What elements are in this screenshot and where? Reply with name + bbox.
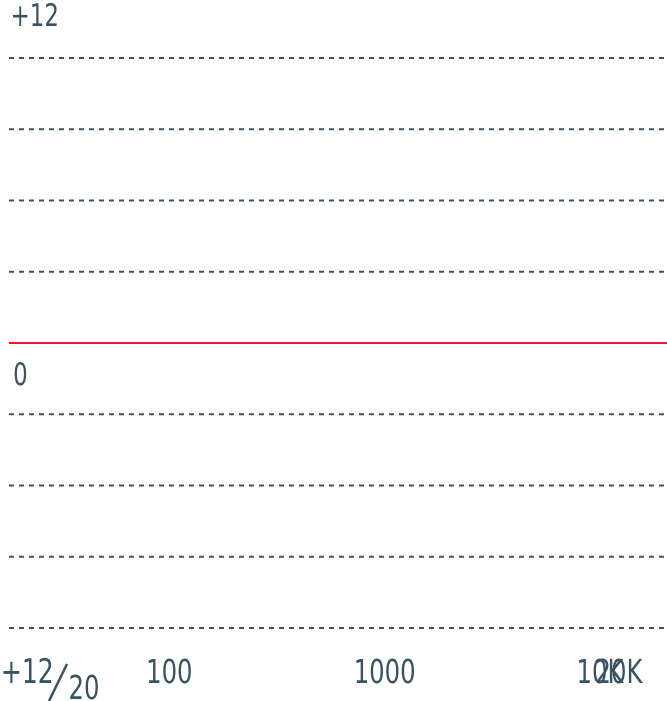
y-tick-label-zero: 0 [13,357,28,393]
fraction-slash [47,663,69,701]
y-tick-label-top: +12 [11,0,59,34]
x-tick-label-10k: 10K [577,653,625,691]
y-tick-label-bottom: +12 [1,652,54,691]
x-tick-label-20: 20 [68,669,99,701]
x-tick-label-20k: 20K [596,653,644,691]
x-tick-label-100: 100 [146,653,192,691]
x-tick-label-1000: 1000 [354,653,416,691]
